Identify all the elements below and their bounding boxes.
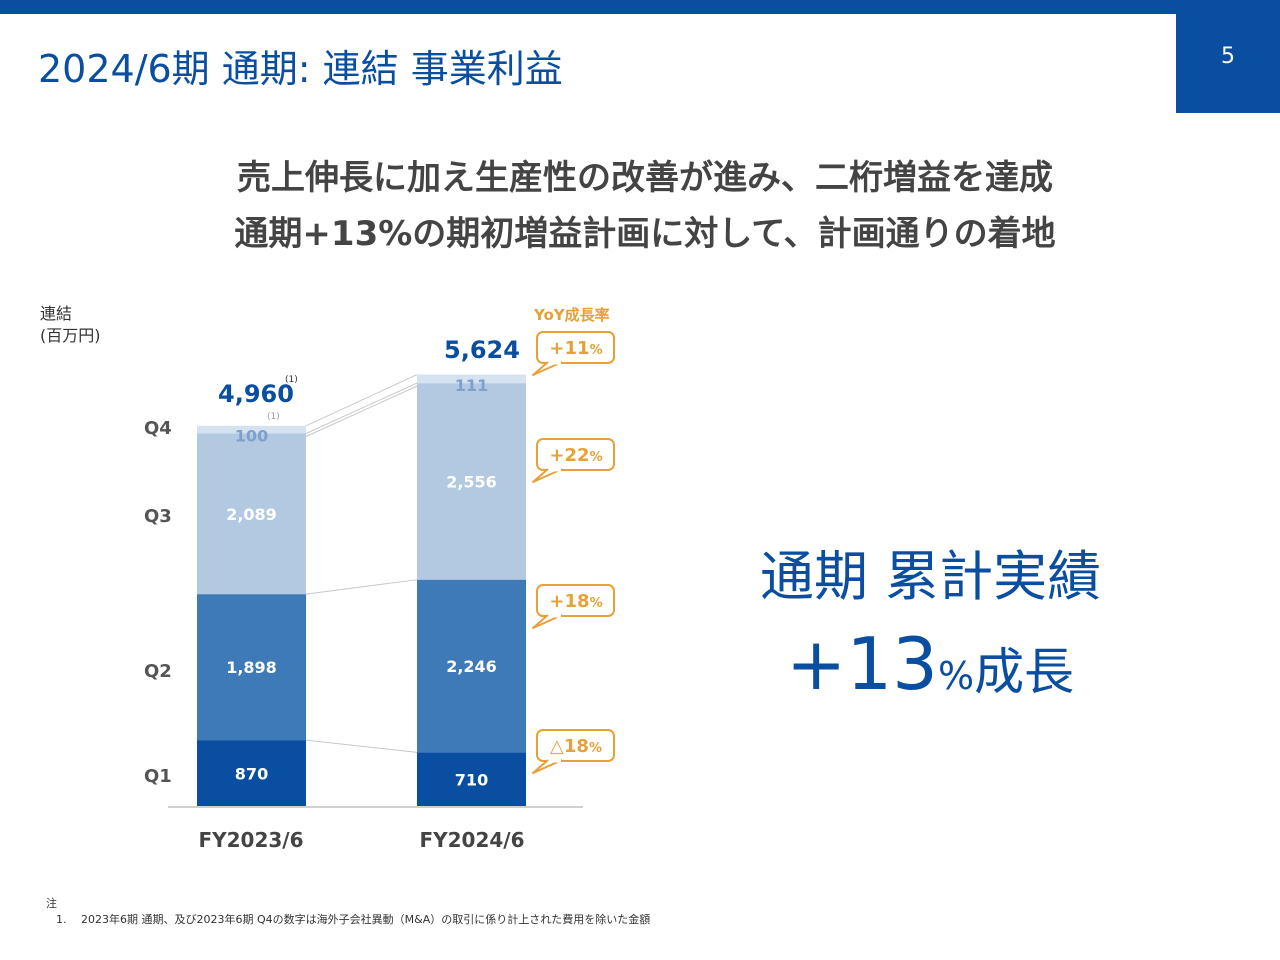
- category-label-fy2024: FY2024/6: [419, 828, 525, 852]
- row-label-q3: Q3: [144, 506, 172, 527]
- bar-segment-q1-fy2023: [197, 740, 306, 807]
- data-label-q4-fy2023: 100: [235, 426, 268, 445]
- yoy-callout-pointer: [532, 614, 563, 629]
- bar-segment-q2-fy2024: [417, 579, 526, 753]
- row-label-q4: Q4: [144, 418, 172, 439]
- row-label-q2: Q2: [144, 661, 172, 682]
- data-label-q4-fy2024: 111: [455, 376, 488, 395]
- total-fy2023: 4,960: [218, 380, 294, 408]
- data-label-q2-fy2024: 2,246: [446, 657, 497, 676]
- data-label-q1-fy2024: 710: [455, 771, 488, 790]
- yoy-callout-pointer: [532, 759, 563, 774]
- unit-label-currency: (百万円): [40, 326, 101, 345]
- bar-segment-q4-fy2024: [417, 374, 526, 384]
- yoy-title: YoY成長率: [534, 306, 610, 324]
- bar-segment-q3-fy2024: [417, 383, 526, 580]
- connector-line: [305, 579, 418, 595]
- bar-segment-q2-fy2023: [197, 594, 306, 741]
- row-label-q1: Q1: [144, 766, 172, 787]
- data-label-q3-fy2024: 2,556: [446, 472, 497, 491]
- unit-label-scope: 連結: [40, 304, 73, 323]
- total-fy2024: 5,624: [444, 336, 520, 364]
- yoy-q3: +22%: [549, 445, 603, 466]
- page-number: 5: [1221, 44, 1235, 69]
- data-label-q2-fy2023: 1,898: [226, 658, 277, 677]
- footnote-heading: 注: [46, 897, 57, 910]
- footnote-item: 1. 2023年6期 通期、及び2023年6期 Q4の数字は海外子会社異動（M&…: [56, 913, 651, 926]
- headline-line-1: 売上伸長に加え生産性の改善が進み、二桁増益を達成: [237, 158, 1053, 198]
- yoy-callout-box: [536, 438, 615, 471]
- headline-line-2: 通期+13%の期初増益計画に対して、計画通りの着地: [234, 214, 1056, 254]
- data-label-q3-fy2023: 2,089: [226, 505, 277, 524]
- stacked-bar-chart: 870 1,898 2,089 100 710 2,246 2,556 111: [168, 331, 615, 808]
- connector-line: [305, 382, 418, 434]
- bar-segment-q1-fy2024: [417, 752, 526, 807]
- summary-title: 通期 累計実績: [760, 545, 1102, 608]
- yoy-callout-pointer: [532, 361, 563, 376]
- summary-growth: +13%成長: [786, 622, 1074, 706]
- yoy-q4: +11%: [549, 338, 603, 359]
- yoy-q2: +18%: [549, 591, 603, 612]
- connector-line: [305, 739, 418, 753]
- q4-footnote-mark: (1): [267, 412, 280, 422]
- page-number-box: [1176, 0, 1280, 113]
- slide-title: 2024/6期 通期: 連結 事業利益: [38, 47, 563, 91]
- yoy-callout-pointer: [532, 468, 563, 483]
- bar-segment-q4-fy2023: [197, 425, 306, 434]
- data-label-q1-fy2023: 870: [235, 765, 268, 784]
- top-accent-bar: [0, 0, 1280, 14]
- yoy-q1: △18%: [550, 736, 602, 757]
- summary-growth-percent: %: [937, 654, 975, 698]
- yoy-callout-box: [536, 331, 615, 364]
- category-label-fy2023: FY2023/6: [198, 828, 304, 852]
- connector-line: [305, 385, 418, 437]
- yoy-callout-box: [536, 729, 615, 762]
- yoy-callout-box: [536, 584, 615, 617]
- connector-line: [305, 374, 418, 427]
- summary-growth-word: 成長: [974, 643, 1075, 701]
- bar-segment-q3-fy2023: [197, 433, 306, 595]
- total-footnote-mark: (1): [285, 375, 298, 385]
- summary-growth-value: +13: [786, 622, 938, 706]
